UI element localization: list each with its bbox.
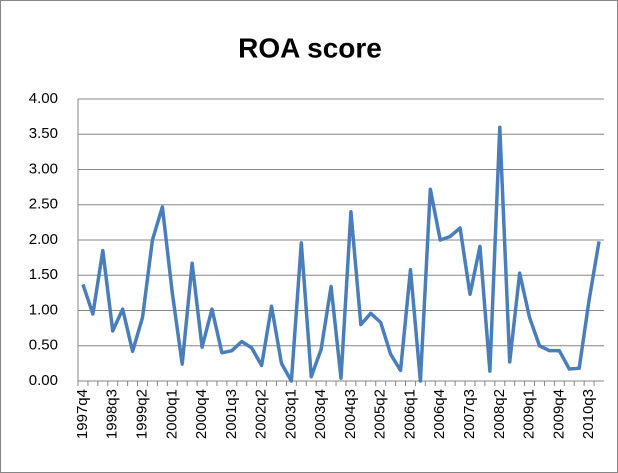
x-tick-label: 2000q4 [193, 389, 210, 439]
x-tick-label: 2000q1 [163, 389, 180, 439]
y-tick-label: 3.50 [29, 125, 58, 142]
data-line [81, 125, 601, 383]
x-tick-label: 2009q1 [521, 389, 538, 439]
y-tick-label: 2.00 [29, 231, 58, 248]
x-tick-label: 1997q4 [74, 389, 91, 439]
y-tick-label: 0.50 [29, 337, 58, 354]
x-tick-label: 2006q1 [401, 389, 418, 439]
y-tick-label: 0.00 [29, 372, 58, 389]
x-tick-label: 1998q3 [104, 389, 121, 439]
y-tick-label: 1.00 [29, 301, 58, 318]
y-tick-label: 3.00 [29, 160, 58, 177]
x-tick-label: 2006q4 [431, 389, 448, 439]
x-tick-label: 2008q2 [491, 389, 508, 439]
x-tick-label: 2010q3 [580, 389, 597, 439]
x-tick-label: 2003q1 [282, 389, 299, 439]
chart-title: ROA score [238, 32, 382, 63]
x-tick-label: 2009q4 [550, 389, 567, 439]
y-tick-label: 4.00 [29, 90, 58, 107]
x-tick-label: 2004q3 [342, 389, 359, 439]
x-tick-label: 2001q3 [223, 389, 240, 439]
y-tick-label: 1.50 [29, 266, 58, 283]
x-tick-label: 1999q2 [133, 389, 150, 439]
x-tick-label: 2007q3 [461, 389, 478, 439]
x-tick-label: 2003q4 [312, 389, 329, 439]
x-tick-label: 2005q2 [372, 389, 389, 439]
y-tick-label: 2.50 [29, 196, 58, 213]
x-tick-label: 2002q2 [253, 389, 270, 439]
